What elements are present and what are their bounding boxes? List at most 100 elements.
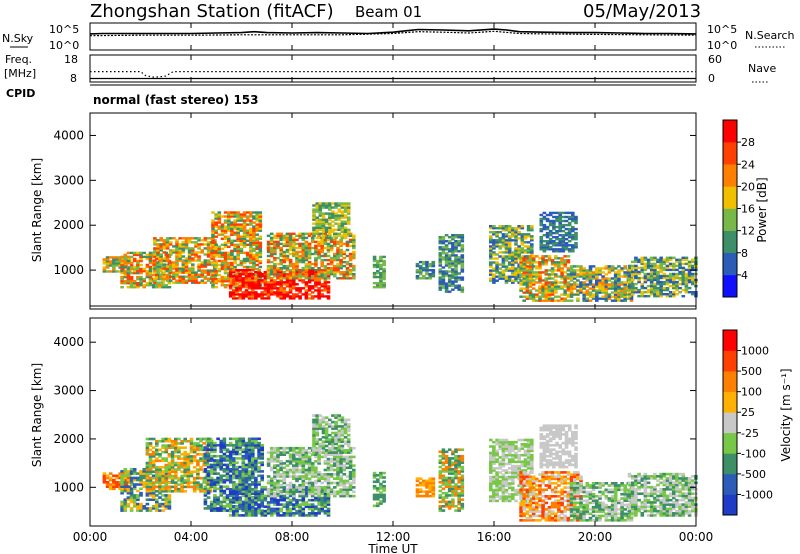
range-gate-cell [216, 487, 220, 491]
range-gate-cell [181, 269, 186, 272]
range-gate-cell [155, 472, 159, 475]
range-gate-cell [159, 277, 163, 280]
range-gate-cell [541, 255, 545, 258]
range-gate-cell [292, 281, 296, 284]
range-gate-cell [247, 503, 252, 506]
range-gate-cell [254, 281, 258, 284]
range-gate-cell [174, 450, 178, 454]
range-gate-cell [379, 284, 383, 287]
range-gate-cell [561, 211, 566, 215]
range-gate-cell [241, 450, 246, 454]
range-gate-cell [102, 481, 107, 484]
range-gate-cell [257, 287, 261, 290]
range-gate-cell [242, 243, 247, 246]
range-gate-cell [564, 248, 569, 251]
range-gate-cell [298, 242, 302, 246]
range-gate-cell [206, 472, 211, 475]
range-gate-cell [269, 498, 274, 502]
range-gate-cell [520, 249, 525, 252]
range-gate-cell [145, 494, 150, 497]
range-gate-cell [254, 459, 258, 462]
range-gate-cell [315, 220, 319, 223]
range-gate-cell [273, 498, 277, 502]
range-gate-cell [691, 260, 695, 264]
range-gate-cell [241, 478, 246, 482]
range-gate-cell [155, 273, 159, 277]
range-gate-cell [129, 476, 134, 480]
range-gate-cell [235, 289, 239, 292]
range-gate-cell [155, 505, 159, 508]
range-gate-cell [301, 271, 306, 274]
range-gate-cell [142, 507, 146, 510]
range-gate-cell [213, 468, 217, 471]
range-gate-cell [115, 485, 119, 488]
range-gate-cell [170, 444, 175, 447]
range-gate-cell [251, 437, 255, 441]
range-gate-cell [342, 252, 347, 256]
range-gate-cell [454, 286, 458, 289]
range-gate-cell [232, 483, 236, 486]
range-gate-cell [258, 229, 263, 232]
range-gate-cell [199, 448, 203, 452]
range-gate-cell [345, 271, 350, 274]
colorbar-segment [723, 142, 737, 165]
range-gate-cell [337, 210, 342, 213]
range-gate-cell [631, 291, 635, 294]
range-gate-cell [554, 257, 558, 260]
range-gate-cell [184, 279, 189, 282]
range-gate-cell [610, 269, 615, 272]
range-gate-cell [523, 261, 528, 264]
range-gate-cell [181, 259, 186, 262]
range-gate-cell [558, 248, 562, 251]
range-gate-cell [495, 267, 499, 270]
range-gate-cell [180, 485, 184, 489]
range-gate-cell [376, 265, 380, 269]
range-gate-cell [175, 263, 179, 266]
range-gate-cell [504, 259, 509, 262]
range-gate-cell [276, 271, 280, 274]
range-gate-cell [558, 244, 562, 247]
range-gate-cell [183, 437, 187, 441]
range-gate-cell [120, 280, 124, 283]
range-gate-cell [183, 470, 187, 473]
range-gate-cell [214, 286, 218, 289]
range-gate-cell [538, 279, 542, 282]
range-gate-cell [552, 236, 556, 239]
range-gate-cell [161, 439, 165, 443]
range-gate-cell [340, 228, 345, 231]
range-gate-cell [634, 260, 638, 264]
range-gate-cell [214, 277, 218, 281]
range-gate-cell [545, 213, 550, 217]
range-gate-cell [637, 258, 641, 261]
range-gate-cell [206, 247, 211, 250]
range-gate-cell [550, 273, 555, 276]
range-gate-cell [295, 273, 299, 276]
range-gate-cell [329, 246, 334, 250]
range-gate-cell [320, 273, 324, 276]
range-gate-cell [260, 501, 264, 504]
range-gate-cell [266, 258, 271, 262]
range-gate-cell [142, 284, 146, 287]
range-gate-cell [567, 236, 572, 239]
range-gate-cell [112, 474, 116, 478]
range-gate-cell [199, 446, 203, 449]
range-gate-cell [233, 265, 237, 269]
range-gate-cell [326, 285, 331, 288]
range-gate-cell [547, 257, 552, 260]
range-gate-cell [232, 498, 236, 502]
range-gate-cell [181, 245, 186, 248]
range-gate-cell [177, 487, 181, 491]
range-gate-cell [326, 244, 331, 248]
range-gate-cell [379, 273, 383, 277]
range-gate-cell [333, 275, 337, 278]
range-gate-cell [181, 247, 186, 250]
range-gate-cell [379, 257, 383, 261]
range-gate-cell [444, 246, 449, 249]
range-gate-cell [260, 512, 264, 515]
range-gate-cell [511, 271, 515, 274]
range-gate-cell [637, 288, 641, 292]
range-gate-cell [197, 245, 201, 248]
range-gate-cell [252, 255, 256, 259]
range-gate-cell [196, 444, 200, 447]
range-gate-cell [194, 273, 198, 276]
